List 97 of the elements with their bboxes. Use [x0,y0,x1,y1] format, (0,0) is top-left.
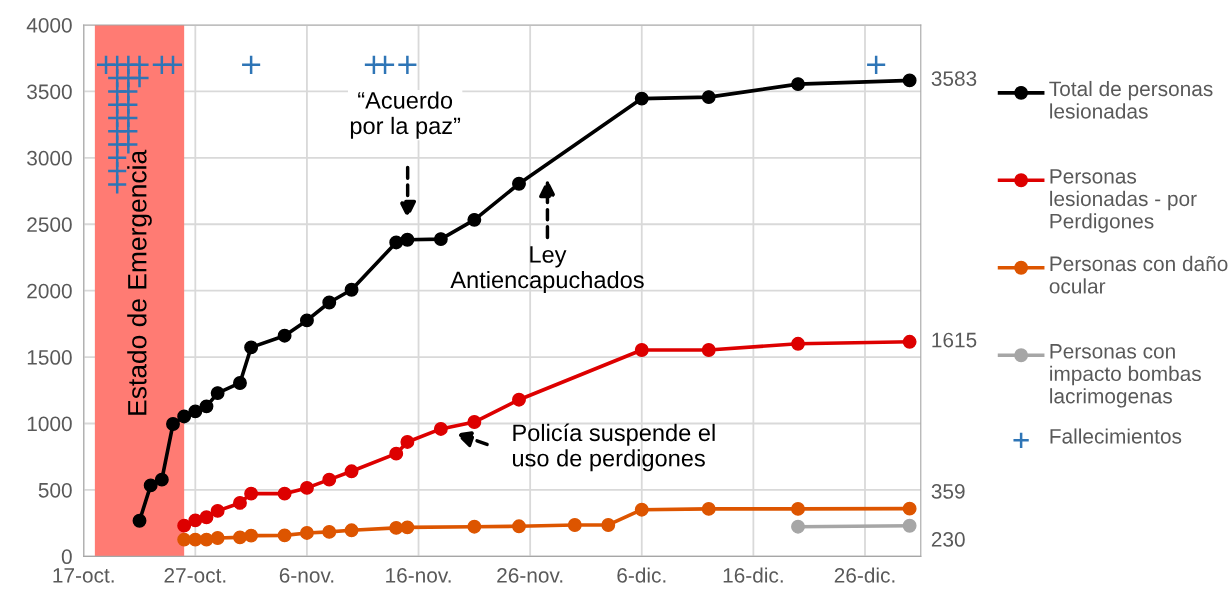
point [902,73,917,88]
point [277,528,292,543]
point [902,518,917,533]
point [701,90,716,105]
y-tick-label: 0 [61,549,72,565]
point [210,531,225,545]
legend-label: Total de personas lesionadas [1049,80,1213,119]
point [400,232,415,247]
point [322,472,337,487]
data-label: 230 [931,532,965,547]
point [210,503,225,518]
y-tick-label: 2000 [27,283,72,299]
annotation: “Acuerdo por la paz” [350,91,461,139]
point [512,392,526,407]
legend-label: Fallecimientos [1050,428,1182,444]
point [791,501,805,516]
point [299,480,314,495]
point [467,212,482,227]
legend-label: Personas con daño ocular [1049,255,1228,294]
x-tick-label: 6-nov. [279,567,334,583]
legend-label: Personas con impacto bombas lacrimogenas [1050,344,1201,408]
point [634,502,649,517]
point [397,54,418,76]
point [791,336,805,351]
point [244,528,259,543]
y-tick-label: 500 [38,482,72,498]
point [277,328,292,343]
annotation: Policía suspende el uso de perdigones [512,423,715,472]
point [106,174,128,195]
point [154,472,169,487]
point [277,486,292,501]
point [902,501,917,516]
point [240,54,262,76]
point [299,313,314,328]
point [177,409,192,424]
point [902,334,917,349]
point [634,91,649,106]
point [374,54,396,76]
point [433,421,448,436]
point [188,404,203,419]
data-label: 359 [931,484,965,499]
legend-label: Personas lesionadas - por Perdigones [1050,169,1197,233]
point [244,340,259,355]
point [634,343,649,357]
point [233,530,247,545]
point [467,415,482,429]
point [400,435,415,449]
y-tick-label: 1000 [27,416,72,432]
point [389,235,404,250]
point [166,417,180,431]
point [344,464,359,479]
point [701,501,716,516]
point [129,67,150,89]
point [132,513,147,528]
x-tick-label: 26-nov. [497,567,563,583]
band-label: Estado de Emergencia [127,149,152,415]
point [512,176,526,191]
point [233,495,247,510]
point [233,376,247,390]
point [210,386,225,401]
y-tick-label: 4000 [26,17,72,33]
annotation: Ley Antiencapuchados [450,246,644,293]
point [389,446,404,461]
x-tick-label: 27-oct. [164,567,226,583]
point [143,478,158,493]
point [791,519,805,534]
point [299,526,314,540]
y-tick-label: 2500 [27,217,72,232]
point [244,486,259,501]
point [701,343,716,357]
point [433,232,448,247]
point [322,295,337,310]
point [791,77,805,92]
y-tick-label: 1500 [27,350,72,365]
point [865,54,887,76]
point [512,519,526,534]
data-label: 3583 [931,71,977,86]
point [344,523,359,538]
point [467,519,482,534]
point [601,518,616,532]
point [400,520,415,535]
point [344,282,359,297]
point [199,510,214,525]
data-label: 1615 [932,332,977,348]
x-tick-label: 6-dic. [617,567,666,583]
point [567,518,582,532]
point [199,399,214,414]
y-tick-label: 3000 [27,150,72,166]
point [188,513,203,528]
x-tick-label: 17-oct. [53,568,114,583]
x-tick-label: 16-nov. [386,567,451,583]
y-tick-label: 3500 [27,84,72,100]
point [322,524,337,539]
x-tick-label: 26-dic. [834,567,895,583]
x-tick-label: 16-dic. [723,567,783,583]
point [177,518,192,533]
point [162,54,184,76]
